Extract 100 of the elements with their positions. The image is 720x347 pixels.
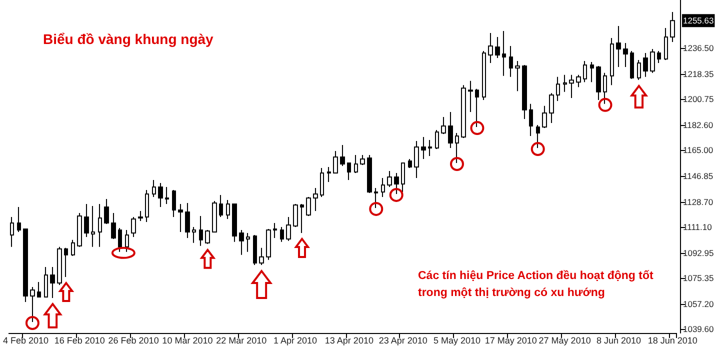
y-tick-label: 1218.35 <box>683 68 714 79</box>
candlestick <box>576 74 581 88</box>
candlestick <box>488 32 493 64</box>
candlestick <box>596 65 601 101</box>
text: 1255.63 <box>683 16 714 26</box>
candlestick <box>643 52 648 78</box>
candlestick <box>421 136 426 160</box>
candlestick <box>630 50 634 80</box>
x-tick-label: 10 Mar 2010 <box>162 336 213 346</box>
x-tick-label: 13 Apr 2010 <box>324 336 374 346</box>
y-tick-label: 1165.00 <box>683 145 714 156</box>
candlestick <box>448 112 453 149</box>
x-tick-label: 18 Jun 2010 <box>648 336 698 346</box>
candlestick <box>313 187 318 212</box>
candlestick <box>408 158 412 168</box>
y-tick-label: 1146.85 <box>683 170 714 181</box>
candlestick <box>441 116 446 135</box>
candlestick <box>650 48 655 74</box>
candlestick <box>192 226 196 244</box>
candlestick <box>616 25 621 68</box>
candlestick <box>542 105 547 129</box>
candlestick <box>273 222 277 238</box>
candlestick <box>152 179 156 198</box>
candlestick <box>664 27 668 60</box>
candlestick <box>10 216 14 248</box>
candlestick <box>131 216 136 238</box>
candlestick <box>104 198 109 224</box>
candlestick <box>495 36 500 58</box>
candlestick <box>401 162 405 192</box>
x-tick-label: 8 Jun 2010 <box>596 336 641 346</box>
candlestick <box>23 228 28 303</box>
candlestick <box>232 203 237 242</box>
candlestick <box>374 187 378 208</box>
candlestick <box>239 229 244 256</box>
candlestick <box>623 42 628 68</box>
candlestick <box>17 206 21 232</box>
candlestick <box>280 226 284 242</box>
candlestick <box>111 212 116 240</box>
candlestick <box>286 216 291 242</box>
candlestick <box>569 74 574 99</box>
candlestick <box>172 189 176 218</box>
y-tick-label: 1039.60 <box>683 324 714 334</box>
candlestick <box>347 162 351 180</box>
candlestick <box>320 168 324 198</box>
candlestick <box>266 228 271 260</box>
candlestick <box>414 140 419 178</box>
candlestick <box>327 166 331 182</box>
candlestick <box>77 212 82 248</box>
y-tick-label: 1200.75 <box>683 94 714 104</box>
candlestick <box>259 247 264 266</box>
candlestick <box>333 150 338 174</box>
y-tick-label: 1075.35 <box>683 272 714 283</box>
candlestick <box>246 232 250 252</box>
y-tick-label: 1236.50 <box>683 42 714 53</box>
y-tick-label: 1092.95 <box>683 248 714 258</box>
candlestick <box>657 50 661 64</box>
x-tick-label: 23 Apr 2010 <box>378 336 428 346</box>
x-tick-label: 26 Feb 2010 <box>108 336 159 346</box>
candlestick <box>603 72 607 104</box>
candlestick <box>158 182 163 208</box>
candlestick <box>435 130 439 150</box>
text: Biểu đồ vàng khung ngày <box>43 31 214 47</box>
x-tick-label: 22 Mar 2010 <box>216 336 267 346</box>
candlestick <box>475 88 479 128</box>
candlestick <box>482 50 486 101</box>
candlestick <box>219 194 223 218</box>
candlestick <box>381 177 385 198</box>
candlestick <box>556 76 560 102</box>
candlestick <box>145 189 149 222</box>
candlestick <box>98 203 102 248</box>
candlestick <box>394 172 399 194</box>
candlestick <box>387 170 392 188</box>
x-tick-label: 17 May 2010 <box>484 336 537 346</box>
candlestick <box>185 202 190 238</box>
candlestick <box>44 266 48 298</box>
x-tick-label: 4 Feb 2010 <box>2 336 48 346</box>
candlestick <box>549 92 554 124</box>
candlestick <box>71 239 75 256</box>
candlestick <box>509 45 513 78</box>
candlestick <box>637 59 641 80</box>
candlestick <box>468 80 473 113</box>
candlestick <box>428 140 432 157</box>
candlestick <box>64 247 68 278</box>
candlestick <box>138 210 143 222</box>
candlestick <box>340 144 345 166</box>
y-tick-label: 1128.70 <box>683 196 714 207</box>
candlestick <box>165 186 169 204</box>
candlestick <box>91 205 95 248</box>
candlestick <box>300 203 304 234</box>
annotation: Các tín hiệu Price Action đều hoạt động tốt trong một thị trường có xu hướng <box>418 269 654 301</box>
candlestick <box>178 203 183 232</box>
candlestick <box>502 30 506 76</box>
candlestick <box>37 282 41 298</box>
y-tick-label: 1057.20 <box>683 298 714 309</box>
candlestick <box>360 154 365 166</box>
candlestick <box>30 286 35 323</box>
candlestick <box>226 199 230 220</box>
candlestick <box>610 37 614 86</box>
x-tick-label: 1 Apr 2010 <box>273 336 318 346</box>
candlestick <box>354 154 358 174</box>
